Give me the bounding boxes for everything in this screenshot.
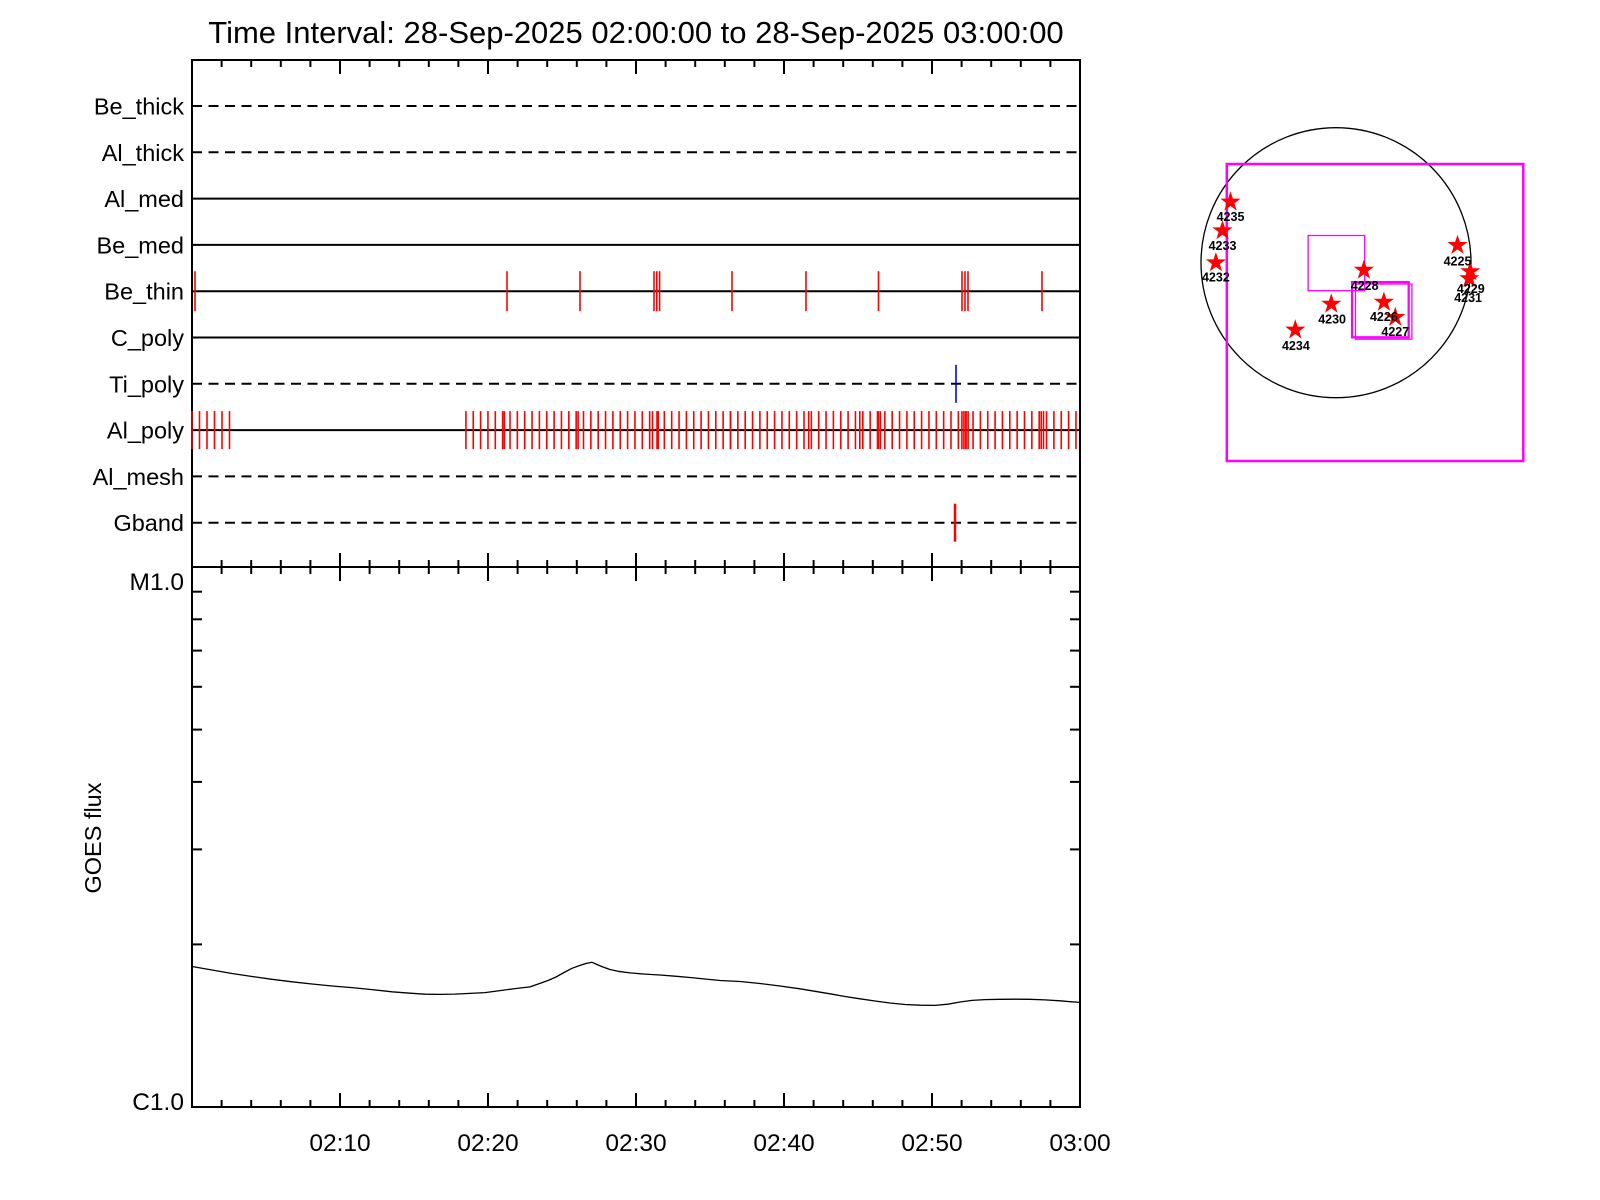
svg-text:4227: 4227: [1381, 325, 1409, 339]
svg-text:Be_thick: Be_thick: [94, 94, 184, 120]
svg-text:4230: 4230: [1318, 313, 1346, 327]
svg-text:Time Interval: 28-Sep-2025 02:: Time Interval: 28-Sep-2025 02:00:00 to 2…: [208, 15, 1063, 50]
svg-text:4232: 4232: [1202, 270, 1230, 284]
svg-text:Be_thin: Be_thin: [104, 279, 184, 305]
svg-text:M1.0: M1.0: [130, 569, 184, 596]
svg-text:Ti_poly: Ti_poly: [109, 371, 184, 397]
svg-text:Gband: Gband: [113, 510, 184, 536]
svg-text:Al_mesh: Al_mesh: [93, 464, 184, 490]
svg-text:4226: 4226: [1370, 310, 1398, 324]
svg-text:4235: 4235: [1217, 210, 1245, 224]
svg-text:02:10: 02:10: [309, 1130, 370, 1157]
svg-text:02:50: 02:50: [901, 1130, 962, 1157]
svg-text:C_poly: C_poly: [111, 325, 184, 351]
svg-text:4233: 4233: [1209, 239, 1237, 253]
svg-text:GOES flux: GOES flux: [80, 782, 106, 893]
svg-text:03:00: 03:00: [1049, 1130, 1110, 1157]
svg-text:Al_poly: Al_poly: [107, 418, 184, 444]
svg-text:Al_med: Al_med: [104, 186, 184, 212]
svg-text:Be_med: Be_med: [96, 232, 184, 258]
svg-text:02:40: 02:40: [753, 1130, 814, 1157]
svg-text:C1.0: C1.0: [132, 1089, 184, 1116]
svg-text:4228: 4228: [1351, 279, 1379, 293]
svg-text:4234: 4234: [1282, 339, 1310, 353]
svg-text:02:30: 02:30: [605, 1130, 666, 1157]
svg-text:4229: 4229: [1457, 282, 1485, 296]
svg-text:4231: 4231: [1454, 291, 1482, 305]
svg-text:02:20: 02:20: [457, 1130, 518, 1157]
svg-text:4225: 4225: [1444, 254, 1472, 268]
svg-text:Al_thick: Al_thick: [102, 140, 185, 166]
